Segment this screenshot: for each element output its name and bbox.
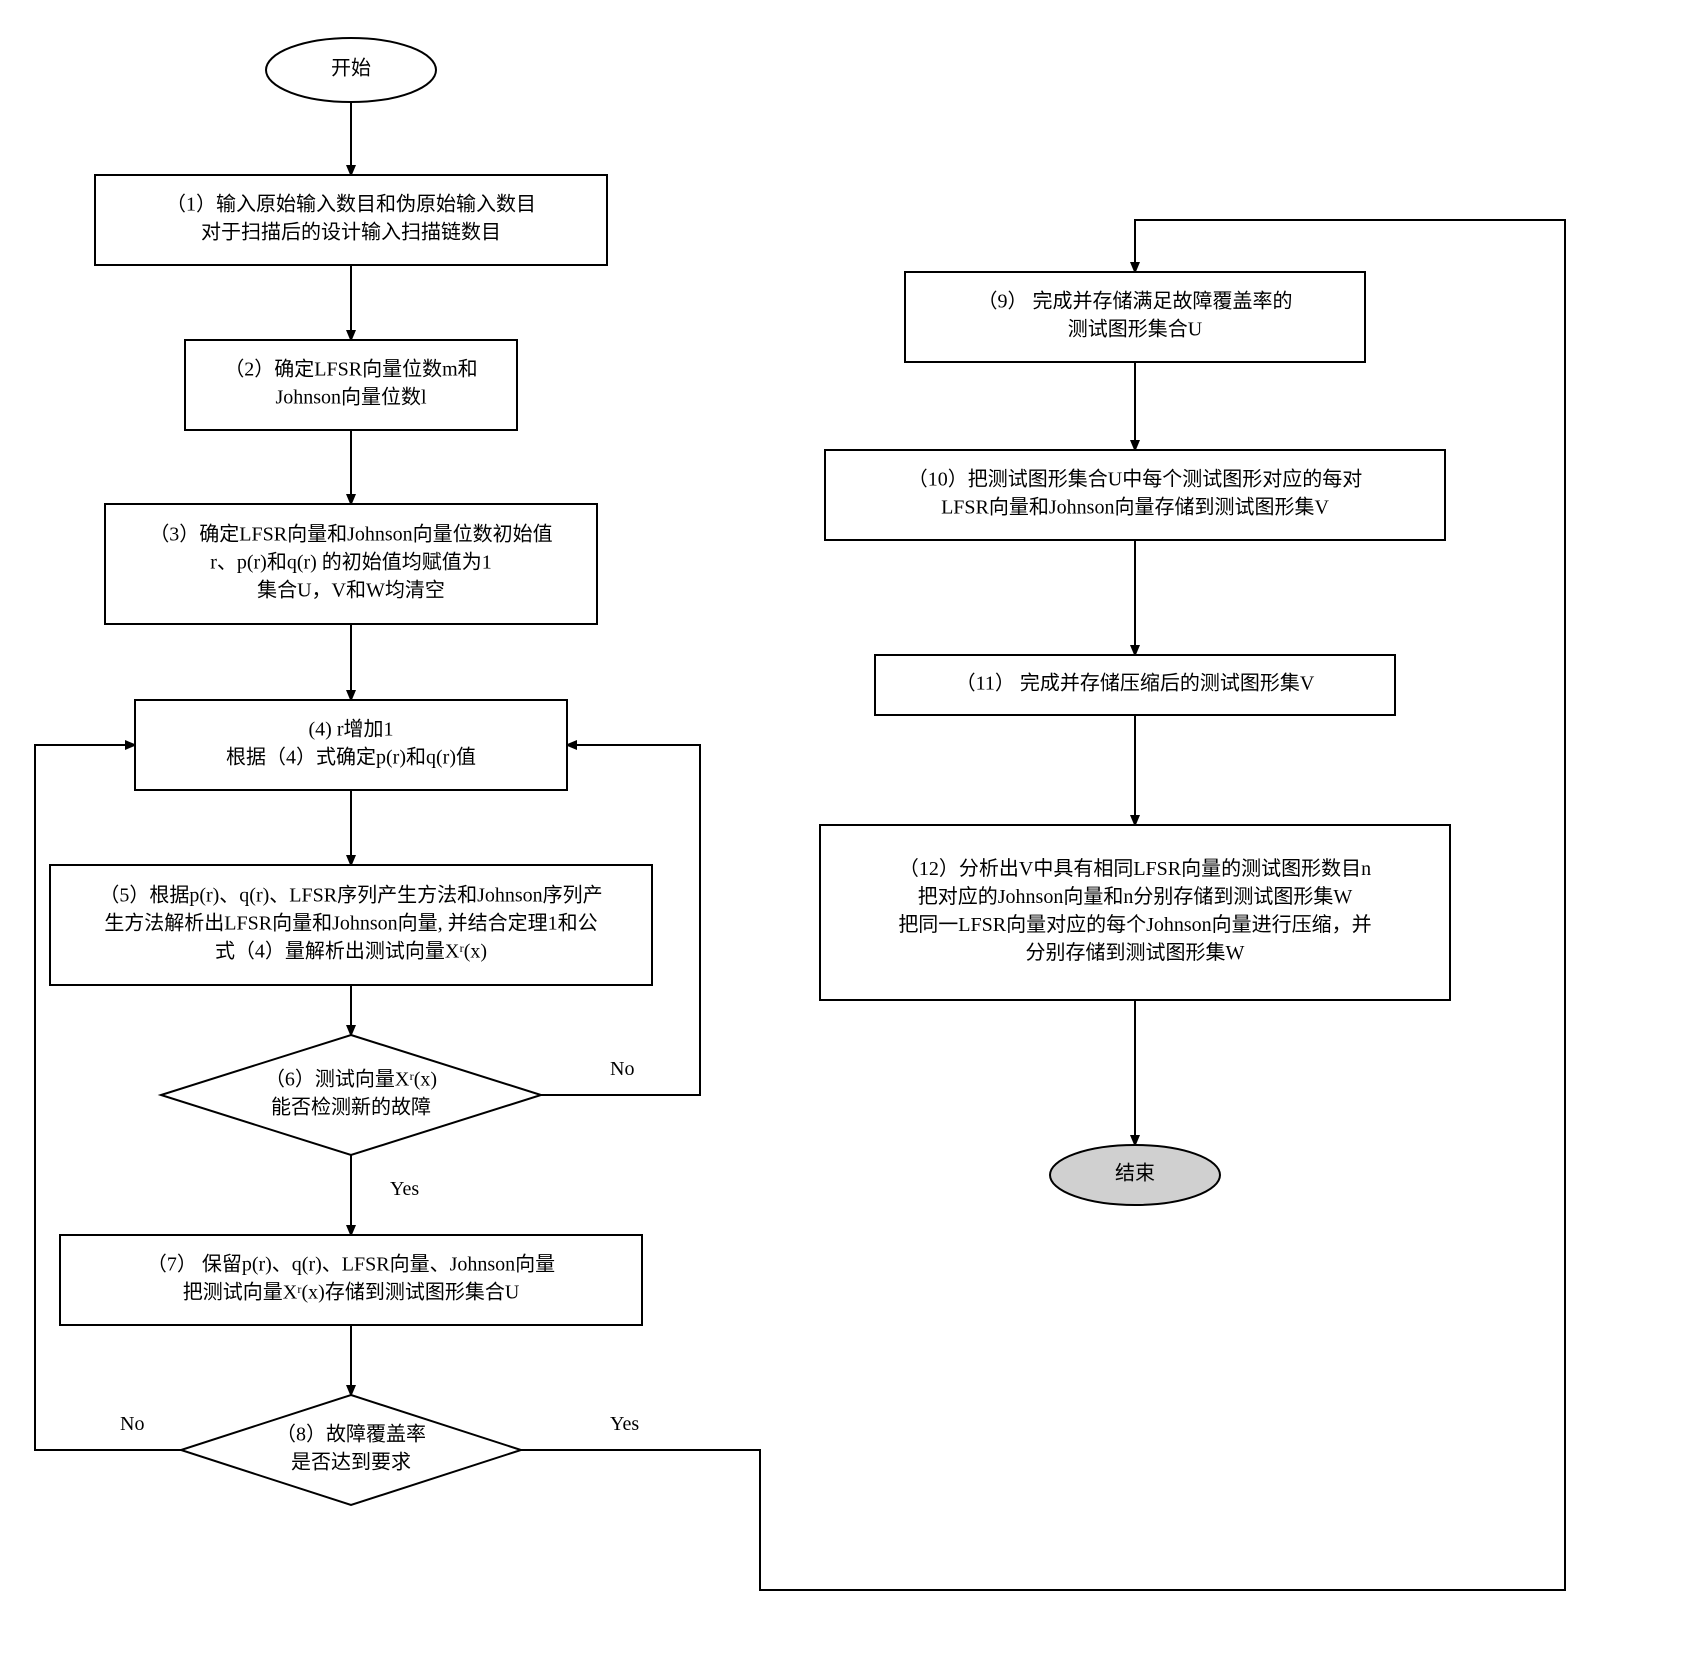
node-n7: （7） 保留p(r)、q(r)、LFSR向量、Johnson向量把测试向量Xʳ(… bbox=[60, 1235, 642, 1325]
node-text: 结束 bbox=[1115, 1162, 1155, 1185]
node-text: 对于扫描后的设计输入扫描链数目 bbox=[201, 221, 501, 244]
node-text: 能否检测新的故障 bbox=[271, 1096, 431, 1119]
node-n5: （5）根据p(r)、q(r)、LFSR序列产生方法和Johnson序列产生方法解… bbox=[50, 865, 652, 985]
node-end: 结束 bbox=[1050, 1145, 1220, 1205]
node-text: 根据（4）式确定p(r)和q(r)值 bbox=[226, 746, 476, 769]
node-text: 是否达到要求 bbox=[291, 1451, 411, 1474]
node-text: （6）测试向量Xʳ(x) bbox=[265, 1068, 437, 1091]
node-n11: （11） 完成并存储压缩后的测试图形集V bbox=[875, 655, 1395, 715]
node-text: （7） 保留p(r)、q(r)、LFSR向量、Johnson向量 bbox=[147, 1253, 555, 1276]
node-text: （10）把测试图形集合U中每个测试图形对应的每对 bbox=[908, 468, 1362, 491]
node-text: （2）确定LFSR向量位数m和 bbox=[224, 358, 477, 381]
node-text: r、p(r)和q(r) 的初始值均赋值为1 bbox=[210, 551, 492, 574]
edge-label: No bbox=[120, 1413, 144, 1435]
node-text: Johnson向量位数l bbox=[275, 386, 427, 409]
edge-label: Yes bbox=[390, 1178, 419, 1200]
node-n12: （12）分析出V中具有相同LFSR向量的测试图形数目n 把对应的Johnson向量… bbox=[820, 825, 1450, 1000]
node-text: （3）确定LFSR向量和Johnson向量位数初始值 bbox=[149, 523, 552, 546]
node-n2: （2）确定LFSR向量位数m和 Johnson向量位数l bbox=[185, 340, 517, 430]
node-text: (4) r增加1 bbox=[309, 718, 394, 741]
node-text: （5）根据p(r)、q(r)、LFSR序列产生方法和Johnson序列产 bbox=[99, 884, 602, 907]
edge-label: Yes bbox=[610, 1413, 639, 1435]
node-text: （8）故障覆盖率 bbox=[276, 1423, 426, 1446]
node-text: LFSR向量和Johnson向量存储到测试图形集V bbox=[941, 496, 1329, 519]
node-n3: （3）确定LFSR向量和Johnson向量位数初始值 r、p(r)和q(r) 的初… bbox=[105, 504, 597, 624]
node-n6: （6）测试向量Xʳ(x) 能否检测新的故障 bbox=[161, 1035, 541, 1155]
node-n8: （8）故障覆盖率是否达到要求 bbox=[181, 1395, 521, 1505]
node-text: 式（4）量解析出测试向量Xʳ(x) bbox=[215, 940, 487, 963]
nodes-layer: 开始 （1）输入原始输入数目和伪原始输入数目对于扫描后的设计输入扫描链数目 （2）确… bbox=[50, 38, 1450, 1505]
node-n10: （10）把测试图形集合U中每个测试图形对应的每对 LFSR向量和Johnson向量… bbox=[825, 450, 1445, 540]
node-text: 分别存储到测试图形集W bbox=[1026, 941, 1245, 964]
node-text: （11） 完成并存储压缩后的测试图形集V bbox=[956, 672, 1315, 695]
node-text: 把同一LFSR向量对应的每个Johnson向量进行压缩，并 bbox=[898, 913, 1371, 936]
node-text: 开始 bbox=[331, 57, 371, 80]
node-text: 把测试向量Xʳ(x)存储到测试图形集合U bbox=[183, 1281, 520, 1304]
node-text: （9） 完成并存储满足故障覆盖率的 bbox=[978, 290, 1293, 313]
node-text: 生方法解析出LFSR向量和Johnson向量, 并结合定理1和公 bbox=[104, 912, 597, 935]
node-n1: （1）输入原始输入数目和伪原始输入数目对于扫描后的设计输入扫描链数目 bbox=[95, 175, 607, 265]
node-text: （1）输入原始输入数目和伪原始输入数目 bbox=[166, 193, 536, 216]
node-text: 测试图形集合U bbox=[1068, 318, 1203, 341]
edge bbox=[35, 745, 181, 1450]
node-n9: （9） 完成并存储满足故障覆盖率的测试图形集合U bbox=[905, 272, 1365, 362]
node-text: （12）分析出V中具有相同LFSR向量的测试图形数目n bbox=[899, 857, 1371, 880]
edge-label: No bbox=[610, 1058, 634, 1080]
node-start: 开始 bbox=[266, 38, 436, 102]
node-text: 集合U，V和W均清空 bbox=[257, 579, 445, 602]
node-n4: (4) r增加1 根据（4）式确定p(r)和q(r)值 bbox=[135, 700, 567, 790]
flowchart-diagram: Yes No No Yes 开始 （1）输入原始输入数目和伪原始输入数目对于扫描后的设计输… bbox=[20, 20, 1683, 1650]
node-text: 把对应的Johnson向量和n分别存储到测试图形集W bbox=[918, 885, 1353, 908]
